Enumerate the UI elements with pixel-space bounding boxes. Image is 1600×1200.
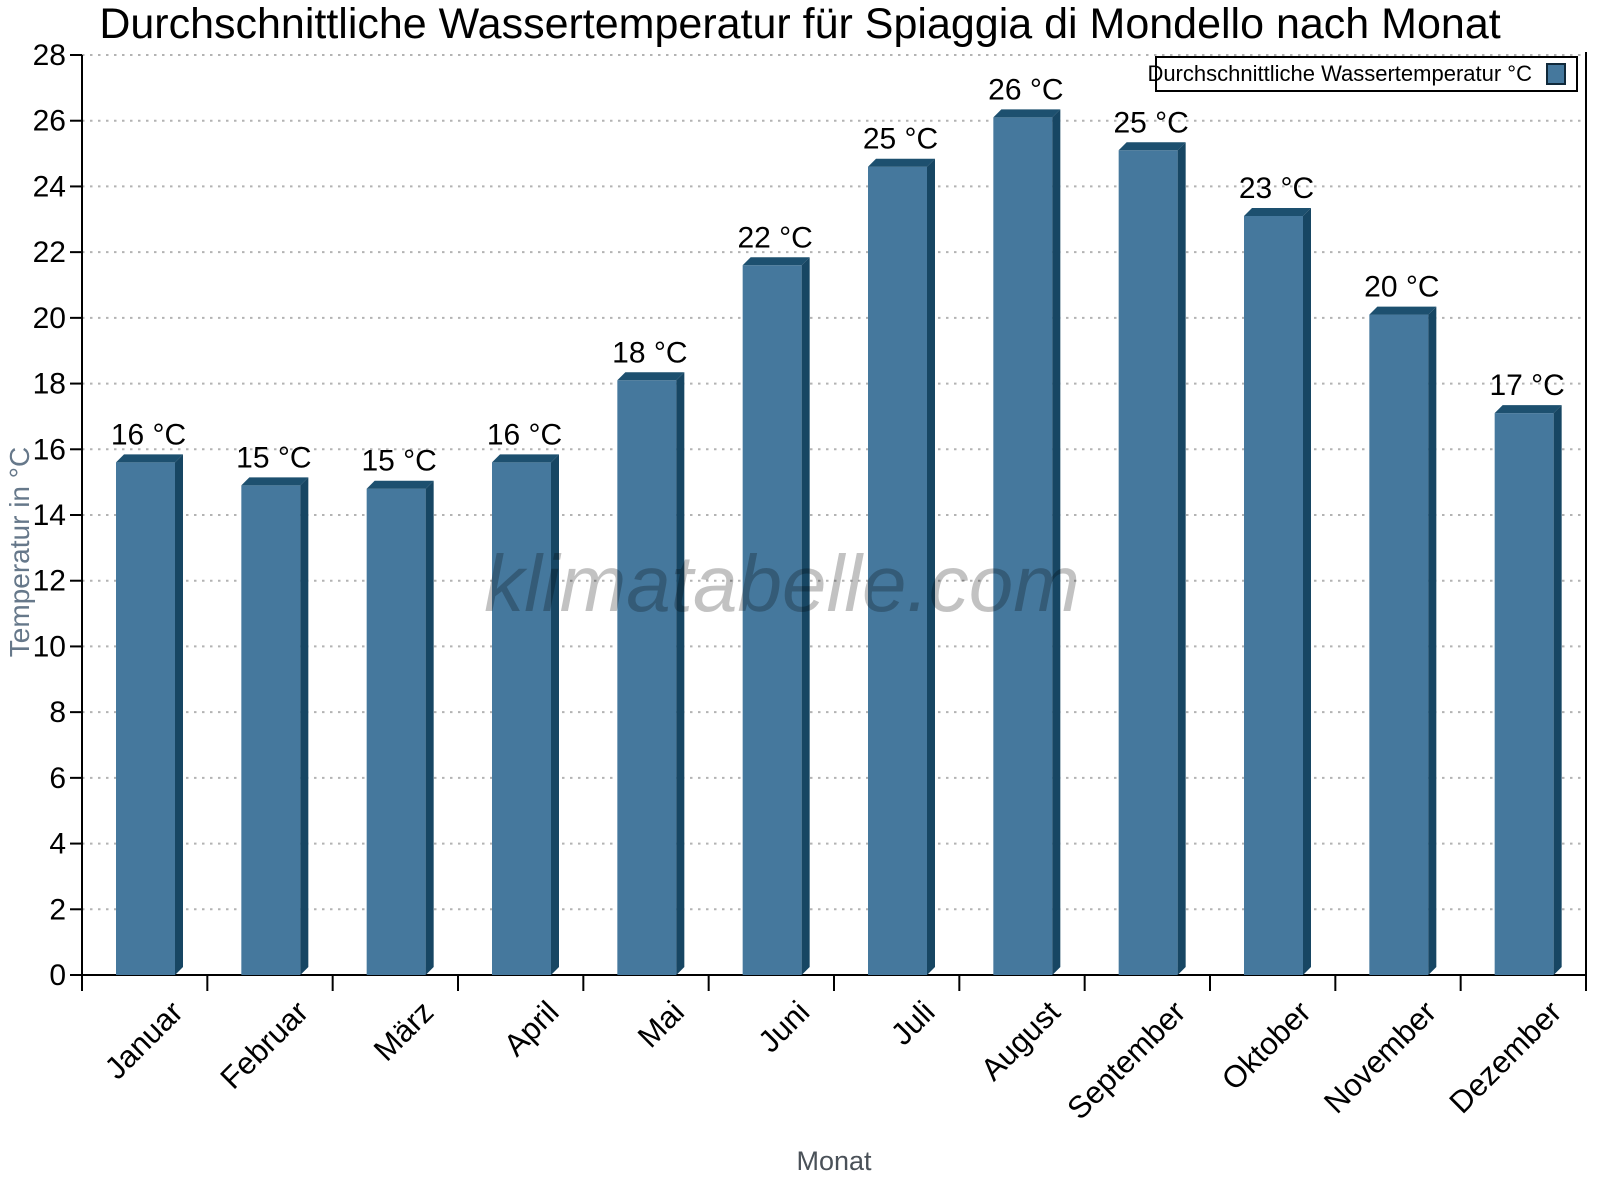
bar-side-face [425, 480, 434, 975]
bar-november[interactable] [1369, 314, 1429, 976]
bar-side-face [1177, 142, 1186, 976]
bar-top-face [868, 158, 935, 167]
x-category-label: Oktober [1215, 994, 1318, 1097]
bar-value-label: 18 °C [612, 336, 687, 369]
y-tick-label: 0 [49, 959, 66, 992]
legend-swatch [1546, 63, 1566, 85]
y-tick-label: 28 [33, 39, 66, 72]
bar-juli[interactable] [868, 166, 927, 975]
bar-mai[interactable] [617, 380, 677, 975]
x-category-label: Mai [631, 994, 691, 1054]
x-category-label: Juni [751, 994, 816, 1059]
bar-top-face [993, 109, 1061, 118]
x-category-label: August [974, 994, 1067, 1087]
bar-februar[interactable] [241, 485, 301, 975]
y-tick-label: 26 [33, 105, 66, 138]
y-tick-label: 4 [49, 828, 66, 861]
x-category-label: Dezember [1442, 994, 1568, 1120]
bar-april[interactable] [492, 462, 551, 975]
bar-side-face [551, 454, 559, 975]
y-tick-label: 8 [49, 696, 66, 729]
x-category-label: Juli [884, 994, 942, 1052]
y-tick-label: 10 [33, 630, 66, 663]
y-tick-label: 16 [33, 433, 66, 466]
legend-label: Durchschnittliche Wassertemperatur °C [1147, 61, 1532, 86]
bar-side-face [1428, 306, 1437, 976]
bar-value-label: 17 °C [1489, 369, 1564, 402]
chart-title: Durchschnittliche Wassertemperatur für S… [99, 0, 1501, 48]
bar-value-label: 23 °C [1239, 172, 1314, 205]
y-tick-label: 14 [33, 499, 66, 532]
bar-value-label: 20 °C [1364, 271, 1439, 304]
bar-side-face [1303, 208, 1311, 975]
bar-value-label: 16 °C [111, 418, 186, 451]
bar-september[interactable] [1118, 150, 1178, 976]
bar-side-face [927, 158, 935, 975]
bar-top-face [241, 477, 309, 486]
legend[interactable]: Durchschnittliche Wassertemperatur °C [1147, 56, 1578, 92]
x-category-label: April [497, 994, 566, 1063]
x-axis-title: Monat [796, 1146, 872, 1176]
bar-juni[interactable] [742, 265, 802, 975]
bar-januar[interactable] [116, 462, 175, 975]
bar-top-face [617, 372, 685, 381]
x-category-label: September [1060, 994, 1192, 1126]
bar-oktober[interactable] [1244, 216, 1303, 975]
y-tick-label: 22 [33, 236, 66, 269]
bar-top-face [492, 454, 559, 463]
bar-top-face [742, 257, 810, 266]
y-tick-label: 18 [33, 368, 66, 401]
bar-side-face [801, 257, 810, 975]
bar-value-label: 26 °C [988, 73, 1063, 106]
y-axis-title: Temperatur in °C [4, 446, 35, 658]
y-tick-label: 20 [33, 302, 66, 335]
x-category-label: Januar [98, 994, 190, 1086]
x-category-label: Februar [213, 994, 315, 1096]
bar-august[interactable] [993, 117, 1053, 975]
bar-dezember[interactable] [1494, 413, 1554, 976]
y-tick-label: 12 [33, 565, 66, 598]
bar-value-label: 25 °C [863, 123, 938, 156]
bar-value-label: 15 °C [361, 445, 436, 478]
bar-märz[interactable] [366, 488, 426, 975]
bar-value-label: 22 °C [737, 221, 812, 254]
x-category-label: März [367, 994, 440, 1067]
bar-top-face [366, 480, 434, 489]
bar-side-face [175, 454, 183, 975]
y-tick-label: 2 [49, 893, 66, 926]
bar-side-face [300, 477, 309, 975]
bar-side-face [1553, 405, 1562, 976]
bar-side-face [676, 372, 685, 975]
bar-value-label: 16 °C [487, 418, 562, 451]
bar-value-label: 15 °C [236, 441, 311, 474]
bar-top-face [1244, 208, 1311, 216]
bar-top-face [1369, 306, 1437, 315]
bar-side-face [1052, 109, 1061, 975]
y-tick-label: 6 [49, 762, 66, 795]
bar-value-label: 25 °C [1113, 106, 1188, 139]
bar-top-face [1494, 405, 1562, 414]
bar-top-face [1118, 142, 1186, 151]
bar-top-face [116, 454, 183, 463]
x-category-label: November [1317, 994, 1443, 1120]
y-tick-label: 24 [33, 170, 66, 203]
